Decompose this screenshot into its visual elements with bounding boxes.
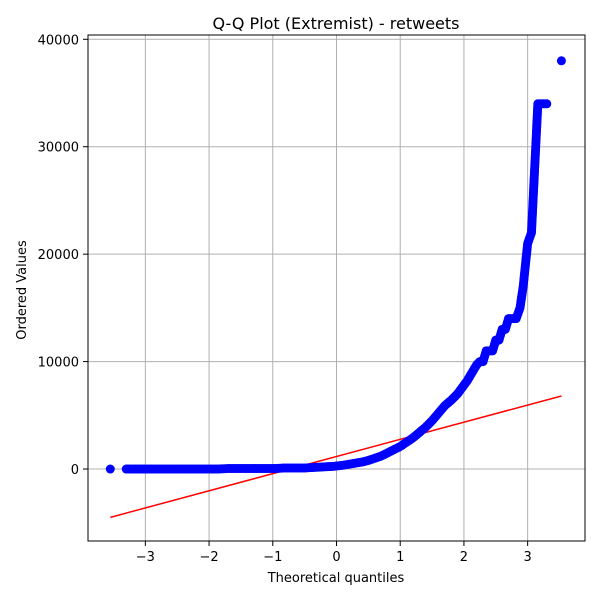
qq-point — [105, 464, 115, 474]
x-tick-label: −3 — [136, 550, 155, 565]
fit-line-layer — [110, 395, 562, 519]
x-tick-label: 0 — [332, 550, 340, 565]
chart-title: Q-Q Plot (Extremist) - retweets — [212, 14, 459, 33]
x-tick-label: 3 — [524, 550, 532, 565]
x-ticks: −3 −2 −1 0 1 2 3 — [136, 541, 532, 565]
y-tick-label: 10000 — [38, 356, 79, 371]
y-axis-label: Ordered Values — [15, 240, 30, 340]
y-tick-label: 40000 — [38, 33, 79, 48]
y-tick-label: 30000 — [38, 141, 79, 156]
points-layer — [105, 56, 566, 474]
fit-line — [110, 395, 562, 519]
x-tick-label: −1 — [263, 550, 282, 565]
x-axis-label: Theoretical quantiles — [267, 571, 405, 586]
grid-layer — [88, 35, 585, 541]
y-tick-label: 20000 — [38, 248, 79, 263]
y-ticks: 0 10000 20000 30000 40000 — [38, 33, 88, 478]
x-tick-label: −2 — [199, 550, 218, 565]
qq-point — [542, 99, 552, 109]
x-tick-label: 2 — [460, 550, 468, 565]
qq-point — [556, 56, 566, 66]
y-tick-label: 0 — [71, 463, 79, 478]
x-tick-label: 1 — [396, 550, 404, 565]
